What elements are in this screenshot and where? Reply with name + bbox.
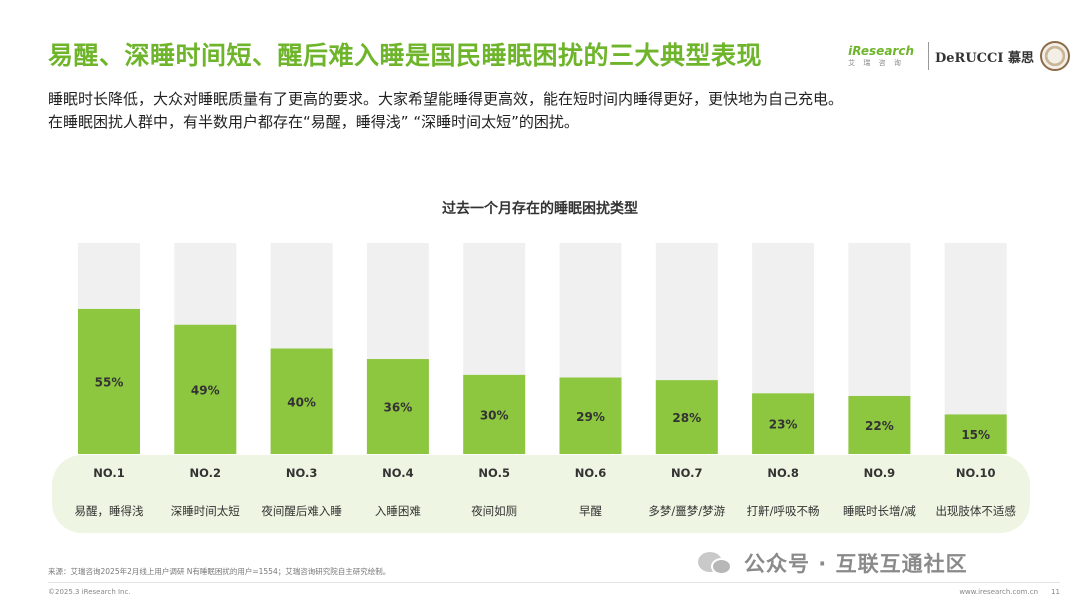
wechat-icon (698, 550, 734, 576)
category-label: 夜间如厕 (471, 504, 517, 518)
derucci-logo: DeRUCCI 慕思 (935, 50, 1034, 66)
footer-divider (48, 582, 1060, 583)
bar (463, 374, 526, 454)
intro-line-1: 睡眠时长降低，大众对睡眠质量有了更高的要求。大家希望能睡得更高效，能在短时间内睡… (48, 90, 844, 108)
rank-label: NO.8 (767, 466, 799, 480)
data-label: 40% (287, 395, 316, 409)
source-note: 来源：艾瑞咨询2025年2月线上用户调研 N有睡眠困扰的用户=1554；艾瑞咨询… (48, 567, 391, 576)
bar (944, 414, 1007, 454)
category-label: 深睡时间太短 (171, 504, 240, 518)
page-title: 易醒、深睡时间短、醒后难入睡是国民睡眠困扰的三大典型表现 (48, 41, 763, 70)
category-label: 夜间醒后难入睡 (261, 504, 342, 518)
category-label: 睡眠时长增/减 (843, 504, 916, 518)
data-label: 49% (191, 383, 220, 397)
category-label: 易醒，睡得浅 (75, 504, 144, 518)
logo-group: iResearch 艾 瑞 咨 询 DeRUCCI 慕思 (848, 38, 1070, 74)
label-panel (52, 455, 1030, 533)
data-label: 22% (865, 419, 894, 433)
rank-label: NO.5 (478, 466, 510, 480)
rank-label: NO.7 (671, 466, 703, 480)
category-label: 早醒 (579, 504, 602, 518)
watermark: 公众号 · 互联互通社区 (698, 548, 968, 578)
rank-label: NO.10 (956, 466, 996, 480)
bar (174, 324, 237, 454)
seal-icon (1040, 41, 1070, 71)
bar (270, 348, 333, 454)
copyright: ©2025.3 iResearch Inc. (48, 588, 131, 596)
data-label: 30% (480, 408, 509, 422)
rank-label: NO.3 (286, 466, 318, 480)
intro-line-2: 在睡眠困扰人群中，有半数用户都存在“易醒，睡得浅” “深睡时间太短”的困扰。 (48, 113, 579, 131)
bar (366, 359, 429, 454)
category-label: 出现肢体不适感 (935, 504, 1016, 518)
data-label: 36% (384, 401, 413, 415)
category-label: 多梦/噩梦/梦游 (648, 504, 725, 518)
data-label: 15% (961, 428, 990, 442)
data-label: 55% (95, 375, 124, 389)
rank-label: NO.2 (190, 466, 222, 480)
iresearch-sub: 艾 瑞 咨 询 (848, 59, 904, 67)
website-url: www.iresearch.com.cn (959, 588, 1038, 596)
iresearch-brand: iResearch (848, 44, 914, 58)
data-label: 23% (769, 418, 798, 432)
category-label: 打鼾/呼吸不畅 (747, 504, 820, 518)
bar (752, 393, 815, 454)
bar (559, 377, 622, 454)
data-label: 28% (672, 411, 701, 425)
rank-label: NO.9 (864, 466, 896, 480)
bar (655, 380, 718, 454)
logo-divider (928, 42, 929, 70)
rank-label: NO.1 (93, 466, 125, 480)
chart-title: 过去一个月存在的睡眠困扰类型 (442, 201, 638, 217)
watermark-text: 公众号 · 互联互通社区 (744, 552, 968, 576)
bar (848, 395, 911, 454)
rank-label: NO.6 (575, 466, 607, 480)
intro-text: 睡眠时长降低，大众对睡眠质量有了更高的要求。大家希望能睡得更高效，能在短时间内睡… (48, 88, 843, 134)
rank-label: NO.4 (382, 466, 414, 480)
data-label: 29% (576, 410, 605, 424)
category-label: 入睡困难 (375, 504, 421, 518)
bar (78, 308, 140, 454)
iresearch-logo: iResearch 艾 瑞 咨 询 (848, 44, 914, 68)
page-number: 11 (1051, 588, 1060, 596)
